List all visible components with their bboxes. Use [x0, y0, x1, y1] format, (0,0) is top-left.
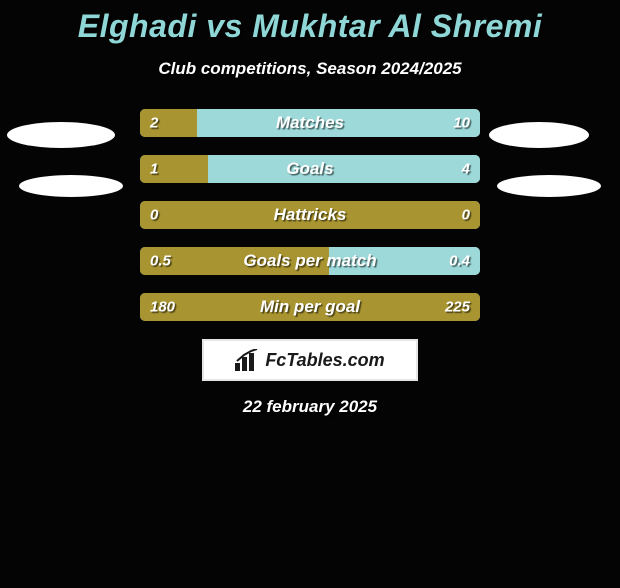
footer-date: 22 february 2025 [0, 397, 620, 417]
stat-row: 180 225 Min per goal [140, 293, 480, 321]
stat-label: Matches [276, 113, 344, 133]
chart-area: 2 10 Matches 1 4 Goals 0 0 Hattricks 0.5 0.4 Goals … [0, 109, 620, 321]
stat-value-left: 2 [150, 115, 158, 132]
page-title: Elghadi vs Mukhtar Al Shremi [0, 8, 620, 45]
stat-value-left: 0.5 [150, 253, 171, 270]
bar-chart-icon [235, 349, 261, 371]
stat-value-right: 225 [445, 299, 470, 316]
fctables-logo[interactable]: FcTables.com [202, 339, 418, 381]
player-avatar-placeholder [497, 175, 601, 197]
player-avatar-placeholder [489, 122, 589, 148]
stat-value-right: 4 [462, 161, 470, 178]
stat-value-right: 0.4 [449, 253, 470, 270]
stat-value-left: 180 [150, 299, 175, 316]
stat-row: 2 10 Matches [140, 109, 480, 137]
stat-label: Goals per match [243, 251, 376, 271]
stat-value-left: 1 [150, 161, 158, 178]
stat-bar-right [208, 155, 480, 183]
stat-value-right: 10 [453, 115, 470, 132]
stat-value-left: 0 [150, 207, 158, 224]
stat-value-right: 0 [462, 207, 470, 224]
stat-row: 0.5 0.4 Goals per match [140, 247, 480, 275]
fctables-logo-text: FcTables.com [265, 350, 384, 371]
page-subtitle: Club competitions, Season 2024/2025 [0, 59, 620, 79]
stat-label: Min per goal [260, 297, 360, 317]
player-avatar-placeholder [19, 175, 123, 197]
stat-bar-left [140, 109, 197, 137]
stat-row: 1 4 Goals [140, 155, 480, 183]
stat-label: Hattricks [274, 205, 347, 225]
stat-row: 0 0 Hattricks [140, 201, 480, 229]
player-avatar-placeholder [7, 122, 115, 148]
comparison-bars: 2 10 Matches 1 4 Goals 0 0 Hattricks 0.5 0.4 Goals … [140, 109, 480, 321]
stat-label: Goals [286, 159, 333, 179]
